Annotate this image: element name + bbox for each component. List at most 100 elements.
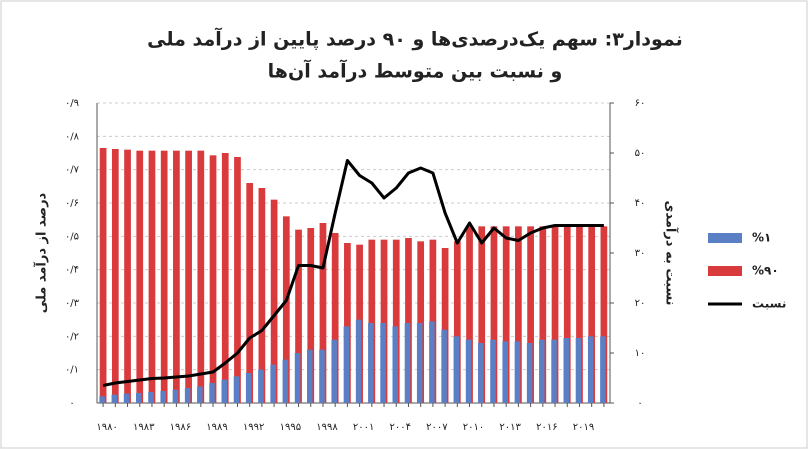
x-tick-label: ۲۰۱۶ bbox=[536, 422, 557, 433]
bar bbox=[539, 226, 547, 403]
bar bbox=[478, 226, 486, 403]
bar bbox=[258, 188, 266, 403]
bar bbox=[295, 229, 302, 403]
y-tick-label: ۰/۹ bbox=[65, 98, 79, 109]
bar bbox=[185, 150, 192, 403]
bar bbox=[148, 150, 156, 403]
bar bbox=[99, 396, 105, 403]
bar bbox=[453, 336, 460, 403]
bar bbox=[234, 157, 241, 403]
bar bbox=[588, 226, 596, 403]
y-tick-label: ۰/۱ bbox=[65, 365, 79, 376]
x-tick-label: ۲۰۱۰ bbox=[463, 422, 484, 433]
bar bbox=[551, 339, 557, 403]
y-tick-label: ۰/۴ bbox=[65, 265, 79, 276]
x-tick-label: ۱۹۸۳ bbox=[133, 422, 155, 433]
bar bbox=[563, 226, 571, 403]
bar bbox=[246, 183, 254, 403]
chart-title: نمودار۳: سهم یک‌درصدی‌ها و ۹۰ درصد پایین… bbox=[147, 27, 683, 51]
bar bbox=[514, 341, 521, 403]
bar bbox=[515, 226, 522, 403]
y2-axis-title: نسبت به درآمدی bbox=[663, 200, 680, 305]
y2-tick-label: ۱۰ bbox=[635, 348, 646, 359]
y-tick-label: ۰/۲ bbox=[65, 331, 79, 342]
y-tick-label: ۰/۵ bbox=[65, 231, 79, 242]
x-tick-label: ۱۹۹۲ bbox=[243, 422, 264, 433]
x-tick-label: ۲۰۰۱ bbox=[353, 422, 374, 433]
bar bbox=[307, 349, 313, 403]
x-tick-label: ۱۹۸۰ bbox=[96, 422, 117, 433]
bar bbox=[209, 155, 217, 403]
bar bbox=[221, 379, 227, 403]
bar bbox=[380, 323, 386, 403]
bar bbox=[417, 241, 425, 403]
x-tick-label: ۲۰۰۴ bbox=[390, 422, 411, 433]
y2-tick-label: ۰ bbox=[637, 398, 642, 409]
bar bbox=[368, 239, 376, 403]
bar bbox=[368, 323, 374, 403]
x-tick-label: ۱۹۸۹ bbox=[206, 422, 227, 433]
bar bbox=[270, 199, 278, 403]
bar bbox=[490, 339, 496, 403]
bar bbox=[270, 364, 276, 403]
bar bbox=[245, 373, 252, 403]
bar bbox=[429, 321, 435, 403]
bar bbox=[184, 388, 191, 403]
bar bbox=[575, 338, 582, 403]
bar bbox=[380, 239, 388, 403]
line bbox=[102, 159, 604, 387]
bar bbox=[111, 394, 118, 403]
bar bbox=[416, 323, 423, 403]
bar bbox=[600, 336, 606, 403]
y2-tick-label: ۴۰ bbox=[635, 198, 646, 209]
bar bbox=[539, 339, 545, 403]
y-tick-label: ۰/۷ bbox=[65, 165, 80, 176]
bar bbox=[490, 226, 498, 403]
legend-label: %۱ bbox=[752, 231, 771, 245]
bar bbox=[123, 393, 130, 403]
bar bbox=[221, 153, 229, 403]
bar bbox=[441, 248, 449, 403]
y-axis-title: درصد از درآمد ملی bbox=[33, 192, 50, 313]
y2-tick-label: ۶۰ bbox=[635, 98, 646, 109]
bar bbox=[99, 148, 107, 403]
x-tick-label: ۲۰۱۳ bbox=[499, 422, 521, 433]
bar bbox=[282, 216, 290, 403]
chart-subtitle: و نسبت بین متوسط درآمد آن‌ها bbox=[268, 59, 563, 83]
x-tick-label: ۱۹۸۶ bbox=[170, 422, 191, 433]
bar bbox=[563, 338, 569, 403]
bar bbox=[405, 238, 412, 403]
bar bbox=[294, 353, 301, 403]
bar bbox=[148, 392, 154, 403]
bar bbox=[331, 339, 337, 403]
bar bbox=[172, 389, 179, 403]
bar bbox=[307, 228, 315, 403]
legend-swatch bbox=[708, 266, 742, 276]
bar bbox=[331, 233, 339, 403]
bar bbox=[124, 149, 131, 403]
legend-swatch bbox=[708, 233, 742, 243]
bar bbox=[392, 326, 398, 403]
bar bbox=[344, 243, 351, 403]
y-tick-label: ۰/۶ bbox=[65, 198, 79, 209]
bar bbox=[197, 150, 205, 403]
bar bbox=[600, 226, 608, 403]
legend-label: %۹۰ bbox=[752, 264, 779, 278]
bar bbox=[527, 226, 534, 403]
legend-label: نسبت bbox=[752, 297, 786, 311]
bar bbox=[136, 393, 142, 403]
bar bbox=[111, 149, 119, 403]
x-tick-label: ۲۰۱۹ bbox=[573, 422, 594, 433]
bar bbox=[233, 376, 240, 403]
bar bbox=[478, 343, 484, 403]
y-tick-label: ۰/۳ bbox=[65, 298, 80, 309]
x-tick-label: ۱۹۹۸ bbox=[316, 422, 338, 433]
bar bbox=[465, 339, 472, 403]
bar bbox=[282, 359, 289, 403]
bar bbox=[319, 223, 327, 403]
y2-tick-label: ۲۰ bbox=[635, 298, 646, 309]
bar bbox=[453, 241, 461, 403]
y-tick-label: ۰ bbox=[69, 398, 74, 409]
bar bbox=[160, 391, 166, 403]
